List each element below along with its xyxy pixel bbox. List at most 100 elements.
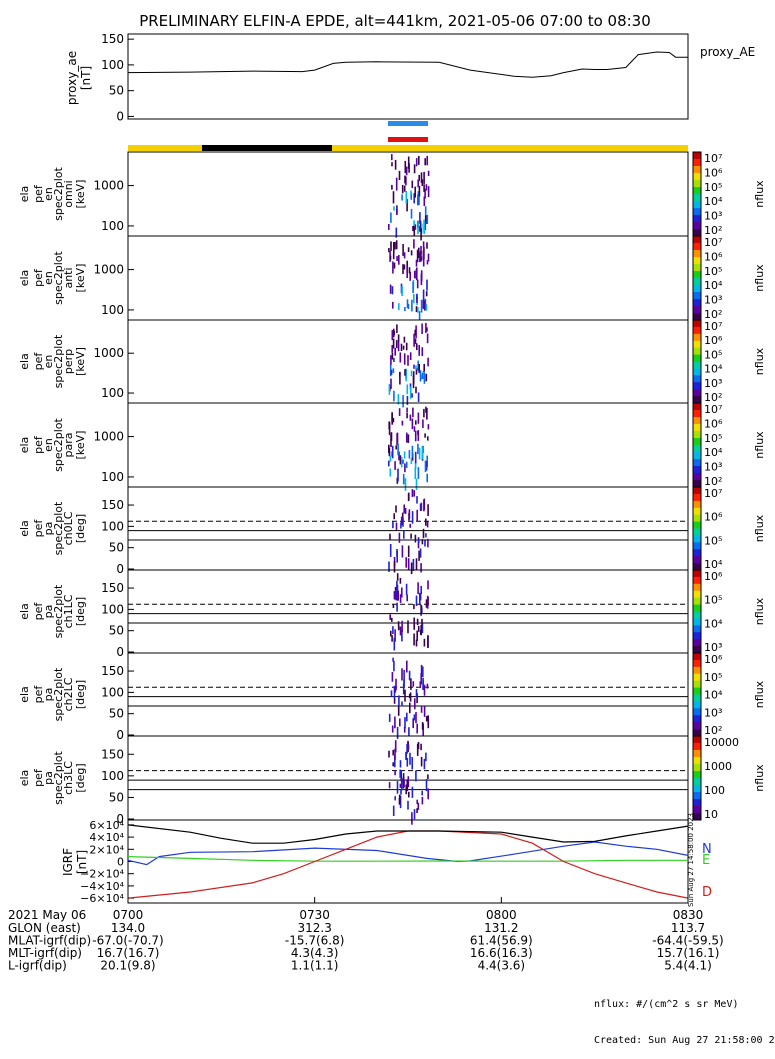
- ch1LC-colorbar-segment: [693, 590, 701, 599]
- anti-colorbar-tick: 10⁵: [704, 265, 722, 278]
- ch0LC-ytick-label: 0: [116, 562, 124, 576]
- para-data-cell: [413, 426, 416, 432]
- perp-data-cell: [421, 323, 423, 334]
- ephemeris-row-label: MLT-igrf(dip): [8, 946, 82, 960]
- para-colorbar-segment: [693, 438, 701, 446]
- ch3LC-data-cell: [394, 796, 396, 801]
- perp-colorbar-tick: 10⁴: [704, 363, 723, 376]
- para-data-cell: [410, 458, 413, 465]
- anti-data-cell: [396, 256, 398, 261]
- ch0LC-data-cell: [421, 539, 424, 545]
- ch2LC-data-cell: [414, 698, 416, 710]
- omni-colorbar-segment: [693, 222, 701, 230]
- anti-data-cell: [395, 240, 398, 250]
- ch3LC-ylabel-part: spec2plot: [52, 751, 65, 805]
- anti-data-cell: [393, 242, 395, 254]
- anti-data-cell: [416, 279, 419, 289]
- omni-colorbar-segment: [693, 215, 701, 223]
- para-data-cell: [390, 434, 392, 447]
- ch0LC-data-cell: [396, 549, 398, 557]
- anti-colorbar-segment: [693, 264, 701, 272]
- ch3LC-data-cell: [405, 753, 407, 759]
- perp-data-cell: [402, 345, 405, 350]
- omni-colorbar-segment: [693, 208, 701, 216]
- ch2LC-ytick-label: 150: [101, 664, 124, 678]
- ch1LC-ylabel-part: pef: [32, 602, 45, 621]
- omni-data-cell: [393, 206, 395, 211]
- ch2LC-data-cell: [394, 687, 397, 693]
- para-colorbar-segment: [693, 459, 701, 467]
- para-data-cell: [415, 420, 417, 425]
- para-data-cell: [395, 445, 397, 450]
- anti-data-cell: [426, 242, 428, 249]
- ch3LC-data-cell: [413, 809, 416, 820]
- ch2LC-data-cell: [408, 727, 410, 736]
- omni-data-cell: [392, 191, 395, 204]
- para-data-cell: [399, 455, 402, 465]
- ch1LC-data-cell: [420, 625, 422, 636]
- para-data-cell: [390, 451, 393, 457]
- ch3LC-data-cell: [403, 780, 405, 787]
- ch3LC-ytick-label: 150: [101, 747, 124, 761]
- perp-data-cell: [392, 338, 395, 349]
- ch2LC-data-cell: [401, 668, 403, 681]
- ch3LC-data-cell: [400, 770, 402, 782]
- para-data-cell: [423, 408, 425, 418]
- igrf-line-D: [127, 830, 689, 899]
- ch1LC-data-cell: [406, 594, 408, 602]
- ch0LC-colorbar-segment: [693, 514, 701, 523]
- omni-ylabel-part: pef: [32, 184, 45, 203]
- perp-colorbar-segment: [693, 396, 701, 404]
- ch1LC-data-cell: [421, 623, 424, 634]
- ch0LC-data-cell: [425, 533, 427, 538]
- omni-data-cell: [423, 184, 425, 192]
- ch0LC-ylabel-part: pef: [32, 519, 45, 538]
- ephemeris-value: 1.1(1.1): [291, 959, 339, 973]
- omni-data-cell: [424, 215, 427, 224]
- ch3LC-data-cell: [392, 749, 394, 756]
- perp-data-cell: [415, 365, 417, 370]
- ch3LC-data-cell: [420, 756, 423, 767]
- ch0LC-colorbar-segment: [693, 493, 701, 502]
- perp-data-cell: [393, 390, 395, 402]
- time-axis-date: 2021 May 06: [8, 908, 86, 922]
- omni-data-cell: [424, 206, 427, 216]
- ch0LC-data-cell: [400, 522, 402, 529]
- ch0LC-data-cell: [410, 533, 412, 539]
- ch3LC-data-cell: [421, 790, 423, 796]
- para-data-cell: [398, 451, 400, 461]
- omni-colorbar-tick: 10³: [704, 210, 722, 223]
- ch1LC-data-cell: [423, 638, 426, 647]
- perp-data-cell: [416, 343, 418, 351]
- perp-data-cell: [395, 340, 398, 349]
- perp-data-cell: [412, 371, 415, 384]
- anti-data-cell: [425, 291, 428, 297]
- ch0LC-data-cell: [408, 509, 411, 519]
- ch1LC-colorbar-segment: [693, 611, 701, 619]
- ch3LC-data-cell: [401, 778, 403, 791]
- omni-data-cell: [419, 220, 422, 233]
- ch0LC-data-cell: [403, 530, 405, 539]
- anti-colorbar-segment: [693, 250, 701, 258]
- ch2LC-data-cell: [388, 713, 391, 722]
- ch3LC-data-cell: [408, 791, 410, 798]
- perp-data-cell: [414, 338, 417, 344]
- ephemeris-value: 16.6(16.3): [470, 946, 533, 960]
- perp-colorbar-segment: [693, 361, 701, 369]
- perp-ytick-label: 100: [101, 386, 124, 400]
- elfin-summary-plot: PRELIMINARY ELFIN-A EPDE, alt=441km, 202…: [8, 12, 766, 973]
- para-data-cell: [401, 420, 404, 426]
- ch3LC-data-cell: [425, 752, 427, 762]
- ch2LC-ylabel-part: pef: [32, 685, 45, 704]
- ch3LC-colorbar-tick: 10000: [704, 736, 739, 749]
- indicator-blue-bar: [388, 121, 428, 126]
- ch2LC-colorbar-tick: 10⁴: [704, 689, 723, 702]
- anti-data-cell: [392, 301, 394, 309]
- ch3LC-data-cell: [416, 743, 419, 756]
- omni-colorbar-segment: [693, 194, 701, 202]
- ch2LC-data-cell: [420, 672, 422, 685]
- ch3LC-colorbar-segment: [693, 792, 701, 800]
- ch3LC-data-cell: [409, 752, 411, 765]
- perp-data-cell: [403, 353, 406, 365]
- ch0LC-data-cell: [418, 539, 420, 543]
